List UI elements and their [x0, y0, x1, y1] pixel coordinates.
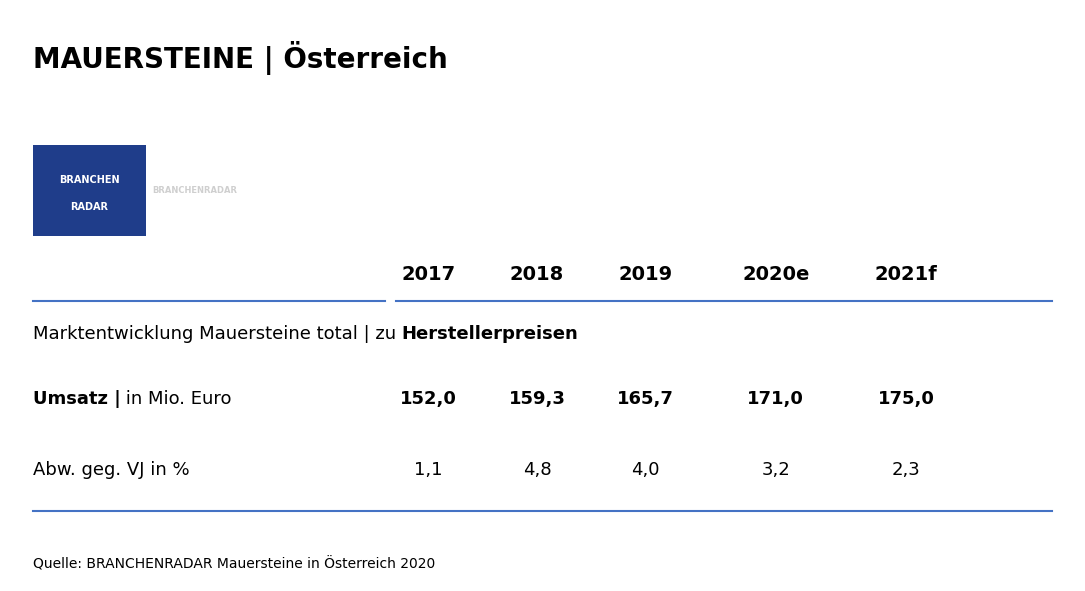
Text: 175,0: 175,0: [878, 390, 934, 408]
Text: 2019: 2019: [618, 265, 673, 284]
Text: 2020e: 2020e: [742, 265, 809, 284]
Text: 165,7: 165,7: [617, 390, 674, 408]
Text: RADAR: RADAR: [71, 202, 108, 212]
Text: Quelle: BRANCHENRADAR Mauersteine in Österreich 2020: Quelle: BRANCHENRADAR Mauersteine in Öst…: [33, 557, 435, 571]
Text: 152,0: 152,0: [400, 390, 457, 408]
Text: MAUERSTEINE | Österreich: MAUERSTEINE | Österreich: [33, 41, 447, 76]
Text: 2017: 2017: [401, 265, 456, 284]
Text: 1,1: 1,1: [414, 461, 443, 479]
Text: Herstellerpreisen: Herstellerpreisen: [401, 325, 578, 343]
Text: 2018: 2018: [510, 265, 564, 284]
Text: Marktentwicklung Mauersteine total | zu: Marktentwicklung Mauersteine total | zu: [33, 325, 401, 343]
Text: Umsatz |: Umsatz |: [33, 390, 120, 408]
Text: 2021f: 2021f: [875, 265, 937, 284]
FancyBboxPatch shape: [33, 145, 146, 236]
Text: 4,0: 4,0: [631, 461, 660, 479]
Text: Abw. geg. VJ in %: Abw. geg. VJ in %: [33, 461, 189, 479]
Text: Marktentwicklung Mauersteine total | zu: Marktentwicklung Mauersteine total | zu: [33, 325, 401, 343]
Text: 171,0: 171,0: [748, 390, 804, 408]
Text: 3,2: 3,2: [762, 461, 790, 479]
Text: in Mio. Euro: in Mio. Euro: [120, 390, 232, 408]
Text: BRANCHEN: BRANCHEN: [60, 174, 119, 184]
Text: Umsatz |: Umsatz |: [33, 390, 120, 408]
Text: BRANCHENRADAR: BRANCHENRADAR: [152, 186, 237, 195]
Text: 159,3: 159,3: [509, 390, 565, 408]
Text: 4,8: 4,8: [523, 461, 551, 479]
Text: 2,3: 2,3: [892, 461, 920, 479]
